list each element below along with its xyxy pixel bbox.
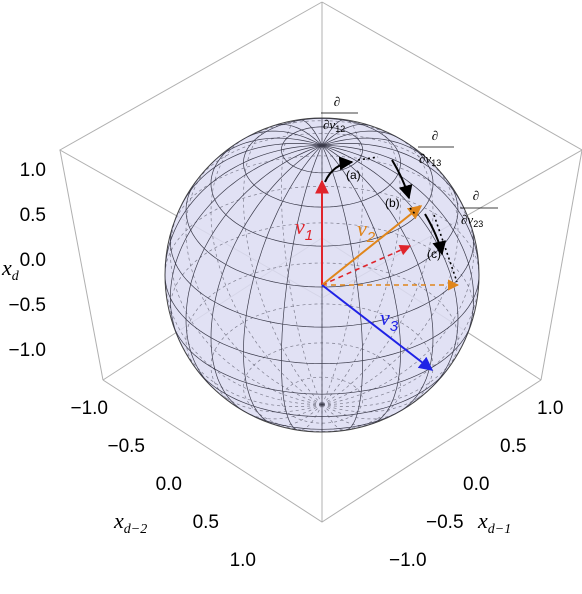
step-c-label: (c)	[427, 247, 441, 261]
svg-text:∂: ∂	[473, 188, 479, 203]
derivative-d13: ∂ ∂v13	[418, 128, 454, 168]
step-b-label: (b)	[385, 196, 400, 210]
y-tick-label: −1.0	[70, 398, 108, 419]
sphere-gridline	[273, 124, 323, 146]
sphere-gridline	[321, 145, 401, 425]
sphere-gridline	[169, 223, 430, 328]
sphere-gridline	[281, 119, 323, 405]
z-tick-label: 1.0	[20, 160, 46, 181]
svg-text:∂v13: ∂v13	[419, 151, 441, 168]
sphere-gridline	[321, 130, 401, 146]
x-tick-label: 1.0	[537, 398, 563, 419]
sphere-gridline	[243, 130, 323, 146]
sphere-gridline	[417, 367, 450, 395]
derivative-d23: ∂ ∂v23	[460, 188, 498, 229]
step-a-label: (a)	[346, 168, 361, 182]
sphere-gridline	[321, 138, 434, 405]
sphere-gridline	[321, 119, 363, 405]
sphere-gridline	[179, 143, 323, 209]
y-axis-label: xd−2	[113, 508, 147, 537]
x-tick-label: −0.5	[426, 512, 464, 533]
sphere-gridline	[298, 119, 323, 146]
sphere-gridline	[210, 145, 323, 414]
sphere-gridline	[169, 145, 323, 346]
z-axis: 1.0 0.5 0.0 −0.5 −1.0 xd	[1, 160, 46, 361]
v3-arrow	[321, 284, 434, 371]
x-axis-label: xd−1	[477, 508, 511, 537]
svg-text:∂v23: ∂v23	[461, 212, 483, 229]
sphere-gridline	[197, 133, 444, 180]
sphere-gridline	[321, 145, 479, 276]
sphere-gridline	[321, 208, 475, 405]
y-tick-label: 0.5	[193, 512, 219, 533]
sphere-gridline	[243, 125, 323, 405]
sphere-gridline	[181, 345, 323, 407]
sphere-gridline	[321, 145, 363, 431]
sphere-gridline	[211, 386, 323, 413]
sphere-gridline	[185, 178, 419, 288]
sphere-gridline	[321, 125, 401, 405]
sphere-gridline	[173, 326, 430, 395]
y-axis: −1.0 −0.5 0.0 0.5 1.0 xd−2	[70, 398, 256, 571]
sphere-gridline	[321, 137, 433, 164]
sphere-gridline	[210, 303, 434, 409]
sphere-gridline	[243, 145, 323, 425]
sphere-gridline	[321, 404, 398, 420]
svg-text:∂: ∂	[334, 94, 340, 109]
sphere-gridline	[321, 345, 463, 407]
sphere-gridline	[165, 274, 434, 364]
sphere-gridline	[321, 145, 434, 414]
sphere-gridline	[169, 208, 323, 405]
x-tick-label: −1.0	[389, 550, 427, 571]
sphere-gridline	[273, 404, 323, 426]
z-tick-label: 0.5	[20, 205, 46, 226]
sphere-gridline	[321, 162, 459, 405]
v2-label: v2	[357, 216, 376, 246]
step-b-arrow	[391, 159, 413, 200]
v2-red-projection	[321, 244, 412, 286]
sphere-gridline	[211, 137, 323, 164]
sphere-gridline	[321, 404, 371, 426]
y-tick-label: 1.0	[230, 550, 256, 571]
sphere-gridline	[321, 124, 371, 146]
x-axis: 1.0 0.5 0.0 −0.5 −1.0 xd−1	[389, 398, 563, 571]
x-tick-label: 0.0	[463, 474, 489, 495]
sphere-gridline	[321, 145, 475, 346]
z-tick-label: 0.0	[20, 250, 46, 271]
derivative-d12: ∂ ∂v12	[321, 94, 358, 134]
v3-label: v3	[380, 305, 399, 335]
x-tick-label: 0.5	[500, 436, 526, 457]
sphere-gridline	[281, 145, 323, 431]
z-tick-label: −1.0	[8, 340, 46, 361]
sphere-gridline	[210, 138, 323, 405]
svg-text:∂v12: ∂v12	[323, 117, 345, 134]
v1-label: v1	[295, 214, 313, 244]
sphere-gridline	[197, 370, 419, 417]
sphere-gridline	[246, 404, 323, 420]
sphere-gridline	[321, 119, 346, 146]
step-a-arrow	[324, 156, 354, 183]
sphere-gridline	[321, 143, 465, 209]
sphere-gridline	[432, 270, 479, 339]
sphere-gridline	[185, 162, 323, 405]
y-tick-label: 0.0	[156, 474, 182, 495]
y-tick-label: −0.5	[107, 436, 145, 457]
sphere-gridline	[173, 155, 469, 224]
geodesic-path	[324, 156, 458, 283]
sphere-gridline	[185, 145, 323, 388]
v2-arrow	[321, 205, 423, 286]
sphere-gridline	[165, 145, 323, 276]
z-axis-label: xd	[1, 255, 20, 284]
sphere-gridline	[321, 386, 433, 413]
sphere-gridline	[321, 145, 459, 388]
step-c-arrow	[424, 213, 447, 256]
svg-text:∂: ∂	[432, 128, 438, 143]
z-tick-label: −0.5	[8, 295, 46, 316]
